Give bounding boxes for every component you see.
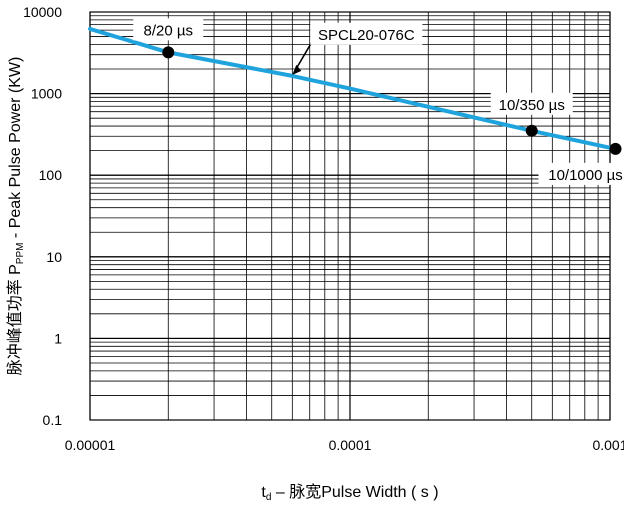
- y-axis-title-sub: PPM: [15, 243, 26, 265]
- annotation-label: SPCL20-076C: [318, 27, 415, 44]
- y-axis-title-rest: - Peak Pulse Power (KW): [7, 57, 24, 243]
- data-point: [525, 124, 538, 137]
- tick-labels: 0.1 1 10 100 1000 10000 0.00001 0.0001 0.001: [23, 4, 624, 453]
- plot-frame: [89, 11, 611, 421]
- point-label: 10/350 µs: [499, 97, 565, 114]
- x-axis-title-main: t: [261, 484, 266, 501]
- x-tick-label: 0.0001: [329, 437, 372, 453]
- series-layer: [88, 26, 622, 155]
- point-label-bg: [538, 162, 624, 185]
- data-point: [162, 46, 175, 59]
- point-label: 8/20 µs: [144, 22, 194, 39]
- series-line: [88, 26, 618, 151]
- x-tick-label: 0.00001: [65, 437, 116, 453]
- point-labels: 8/20 µs 10/350 µs 10/1000 µs SPCL20-076C: [133, 18, 624, 185]
- data-point: [609, 142, 622, 155]
- point-label: 10/1000 µs: [548, 167, 623, 184]
- y-tick-label: 1: [54, 330, 62, 346]
- annotation-label-bg: [310, 22, 423, 45]
- x-tick-label: 0.001: [592, 437, 624, 453]
- x-axis-title: td – 脉宽Pulse Width ( s ): [261, 483, 438, 503]
- x-axis-title-sub: d: [266, 492, 272, 503]
- y-tick-label: 10000: [23, 4, 62, 20]
- point-label-bg: [133, 18, 204, 41]
- y-tick-label: 1000: [31, 86, 62, 102]
- y-axis-title-main: 脉冲峰值功率 P: [6, 264, 24, 375]
- y-tick-label: 0.1: [43, 412, 63, 428]
- annotation-arrow-head: [292, 64, 302, 75]
- x-axis-title-rest: – 脉宽Pulse Width ( s ): [271, 483, 438, 501]
- y-axis-title: 脉冲峰值功率 PPPM - Peak Pulse Power (KW): [6, 57, 26, 376]
- grid: [89, 11, 611, 421]
- y-tick-label: 10: [46, 249, 62, 265]
- y-tick-label: 100: [39, 167, 63, 183]
- point-label-bg: [490, 92, 573, 115]
